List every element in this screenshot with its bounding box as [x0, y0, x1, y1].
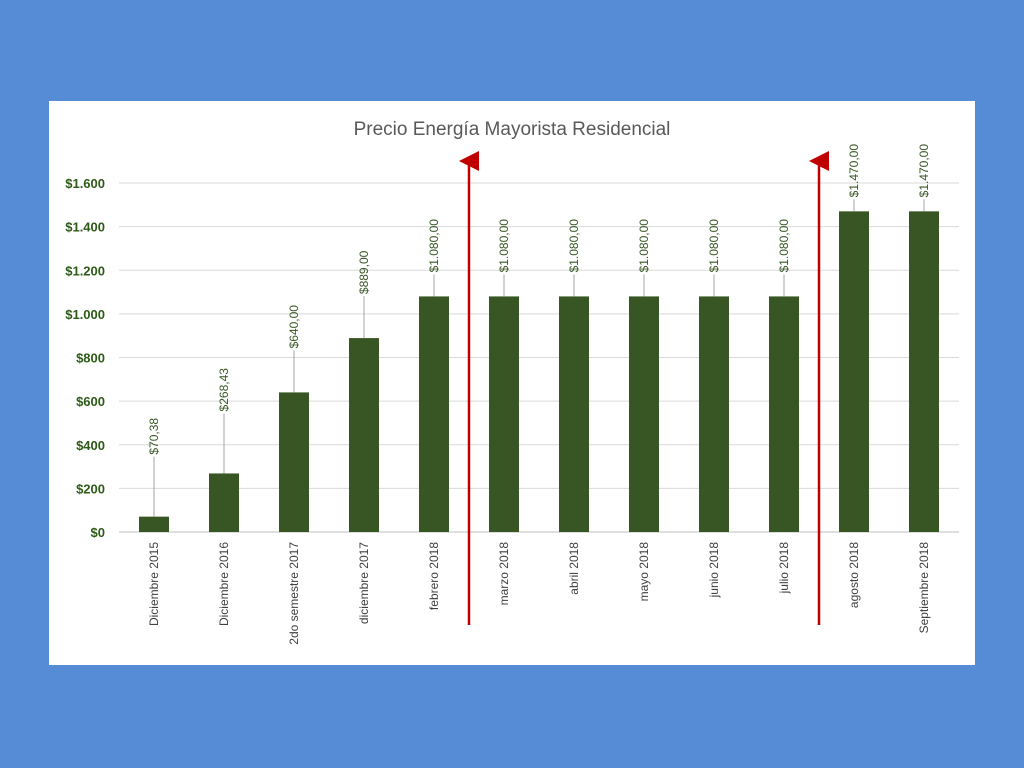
bar [629, 296, 659, 532]
data-label: $1.470,00 [847, 144, 861, 198]
data-label: $268,43 [217, 368, 231, 412]
x-tick-label: 2do semestre 2017 [287, 542, 301, 645]
bar [699, 296, 729, 532]
x-tick-label: Diciembre 2015 [147, 542, 161, 626]
x-tick-label: Septiembre 2018 [917, 542, 931, 634]
data-label: $1.080,00 [707, 219, 721, 273]
data-label: $70,38 [147, 418, 161, 455]
data-label: $1.080,00 [567, 219, 581, 273]
x-tick-label: julio 2018 [777, 542, 791, 595]
x-tick-label: agosto 2018 [847, 542, 861, 608]
data-label: $1.080,00 [497, 219, 511, 273]
bar [279, 392, 309, 532]
bar [139, 516, 169, 532]
data-label: $1.470,00 [917, 144, 931, 198]
x-tick-label: diciembre 2017 [357, 542, 371, 624]
chart-title: Precio Energía Mayorista Residencial [354, 119, 671, 140]
bar [769, 296, 799, 532]
y-tick-label: $1.600 [65, 176, 105, 191]
y-tick-label: $800 [76, 351, 105, 366]
data-label: $640,00 [287, 305, 301, 349]
y-tick-label: $0 [91, 525, 105, 540]
chart-panel: Precio Energía Mayorista Residencial $70… [49, 101, 975, 665]
data-label: $1.080,00 [427, 219, 441, 273]
bar [489, 296, 519, 532]
y-tick-label: $1.400 [65, 220, 105, 235]
bar [349, 338, 379, 532]
x-tick-label: mayo 2018 [637, 542, 651, 602]
bar-chart: Precio Energía Mayorista Residencial $70… [65, 119, 959, 645]
y-tick-label: $400 [76, 438, 105, 453]
bar [909, 211, 939, 532]
y-tick-label: $600 [76, 394, 105, 409]
bar [209, 473, 239, 532]
bar [419, 296, 449, 532]
bar [839, 211, 869, 532]
x-tick-label: Diciembre 2016 [217, 542, 231, 626]
y-tick-label: $200 [76, 481, 105, 496]
x-tick-label: abril 2018 [567, 542, 581, 595]
data-label: $889,00 [357, 250, 371, 294]
bar [559, 296, 589, 532]
data-label: $1.080,00 [637, 219, 651, 273]
data-label: $1.080,00 [777, 219, 791, 273]
x-tick-label: junio 2018 [707, 542, 721, 599]
x-tick-label: febrero 2018 [427, 542, 441, 610]
y-tick-label: $1.000 [65, 307, 105, 322]
x-tick-label: marzo 2018 [497, 542, 511, 606]
y-tick-label: $1.200 [65, 263, 105, 278]
